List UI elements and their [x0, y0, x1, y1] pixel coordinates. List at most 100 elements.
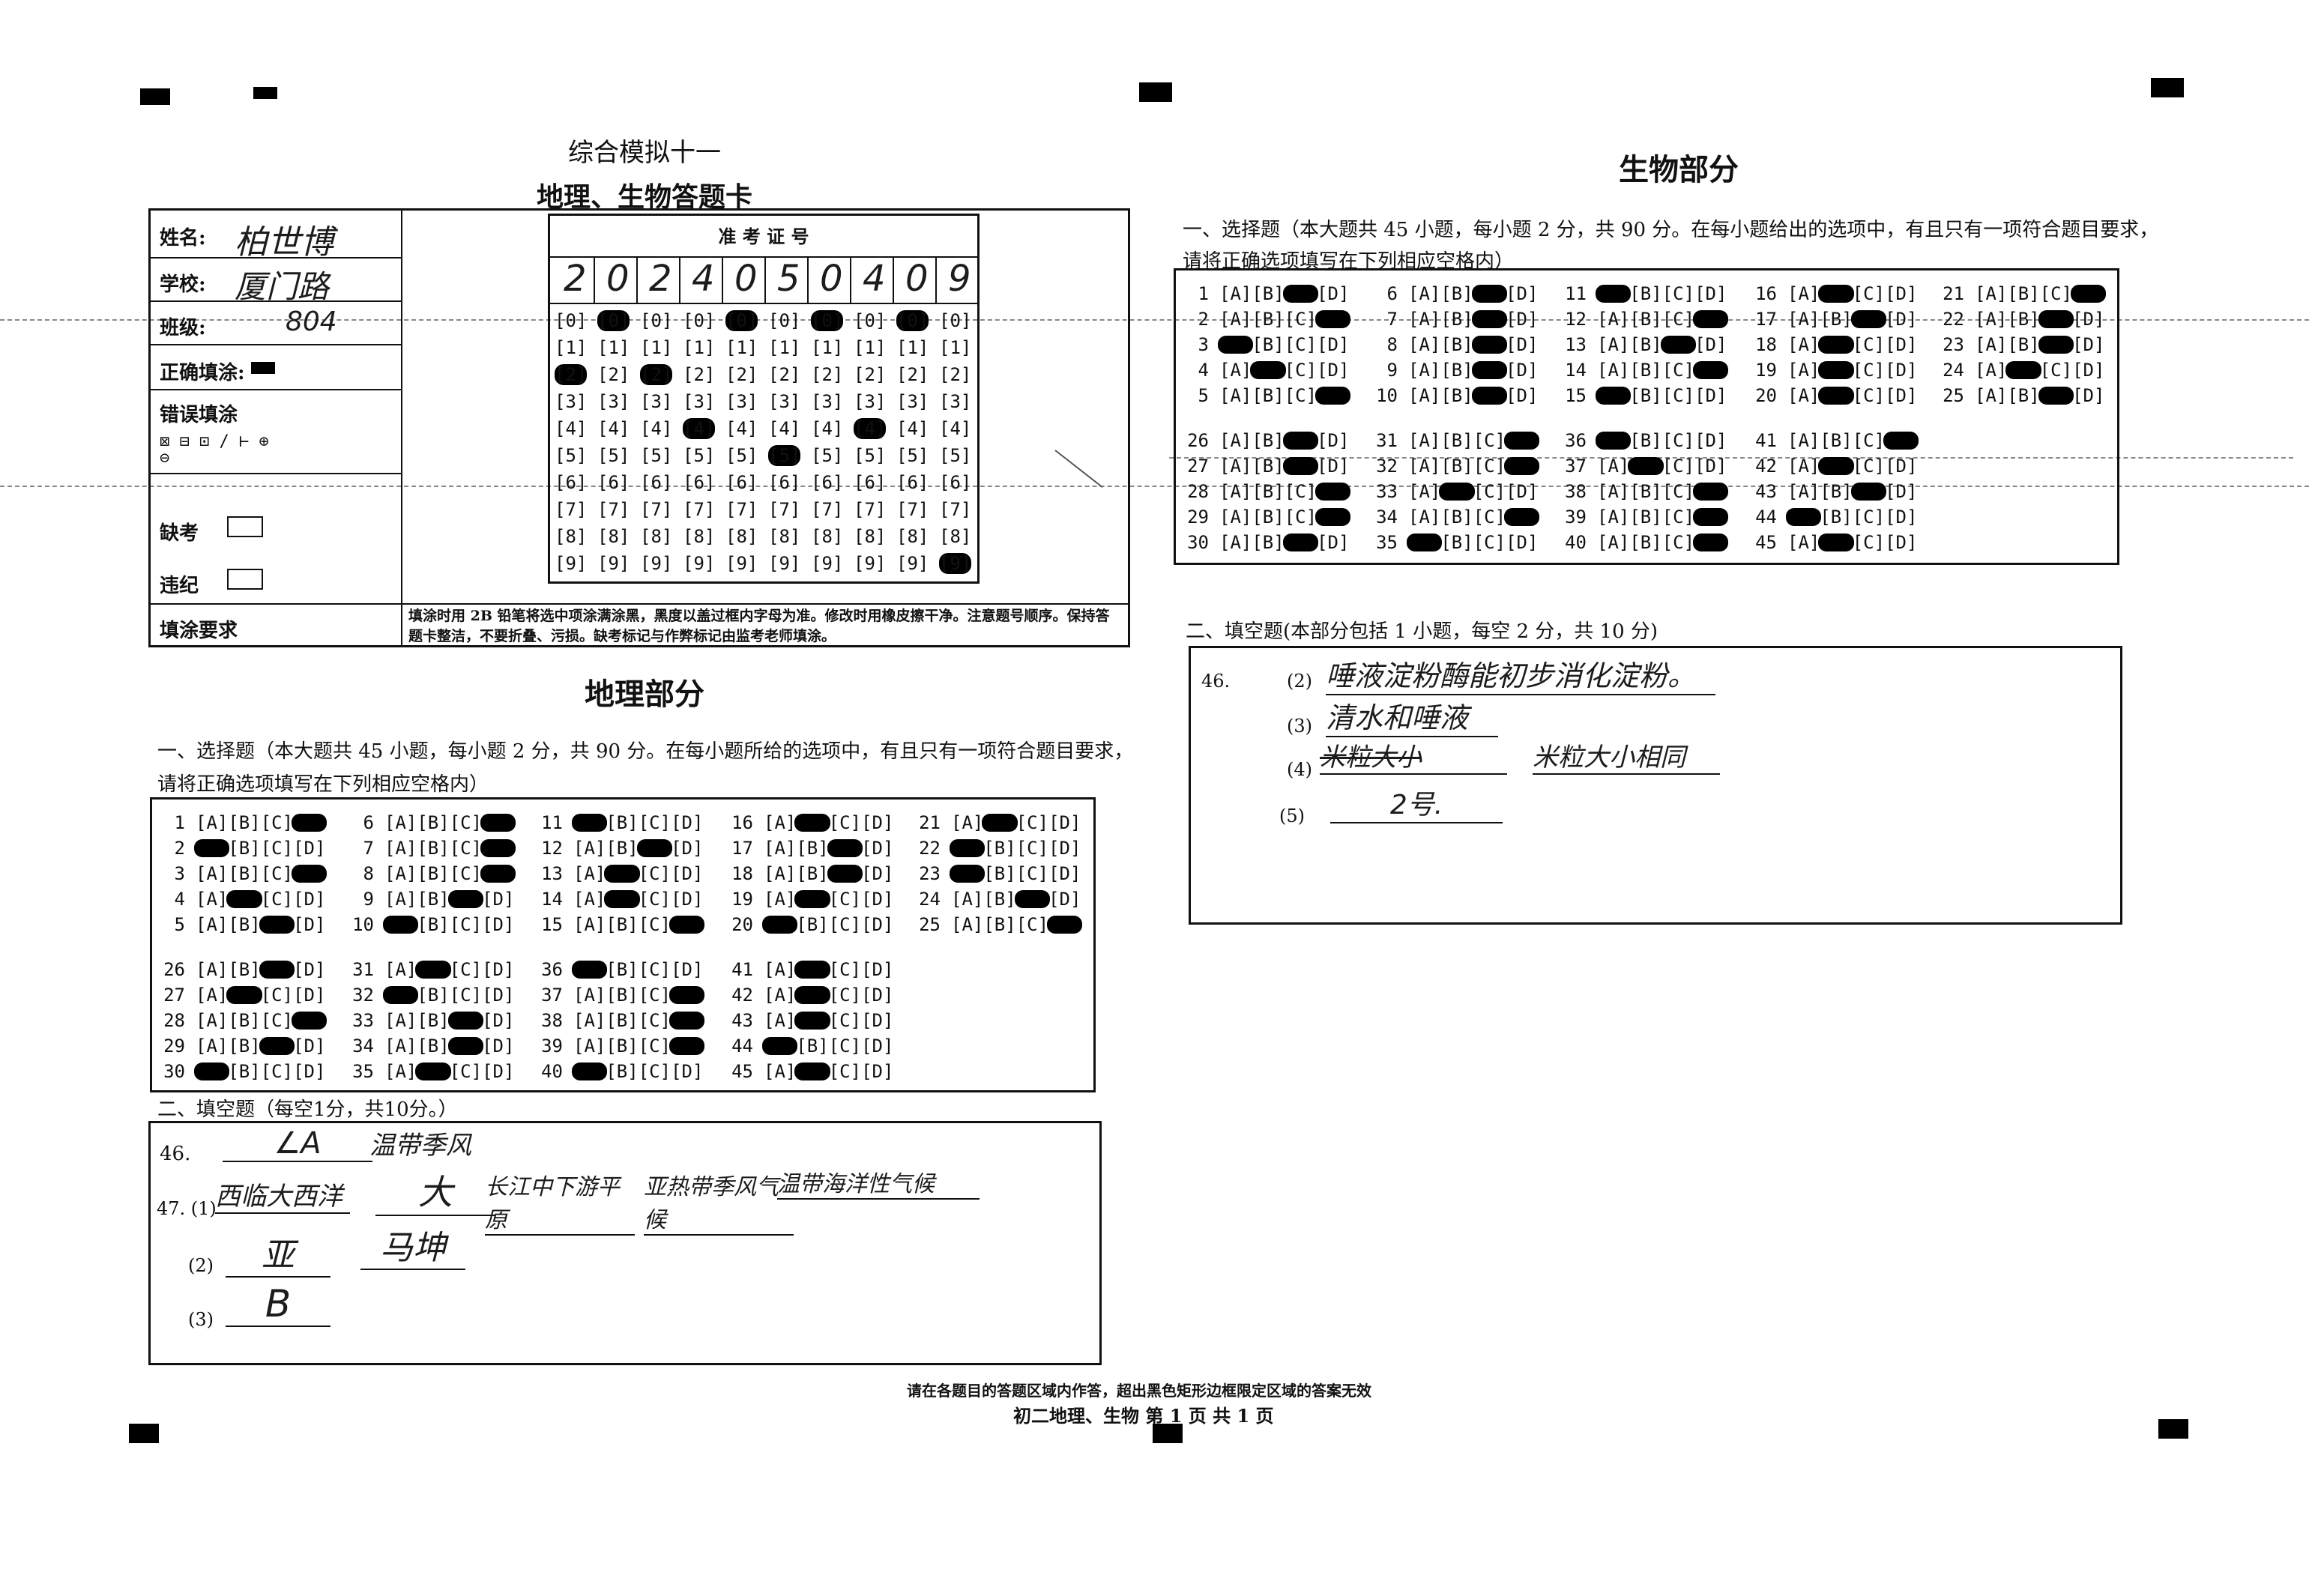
exam-id-bubble[interactable]: [0] [939, 310, 972, 331]
mc-option-a[interactable]: [A] [573, 889, 606, 910]
mc-option-a[interactable]: [A] [573, 1036, 606, 1057]
exam-id-bubble[interactable]: [9] [640, 553, 673, 574]
exam-id-bubble[interactable]: [8] [811, 526, 844, 547]
mc-option-b[interactable]: [B] [1818, 456, 1855, 477]
mc-option-a[interactable]: [A] [384, 838, 417, 859]
mc-option-d[interactable]: [D] [1693, 507, 1729, 528]
mc-option-a[interactable]: [A] [1597, 334, 1630, 355]
exam-id-bubble[interactable]: [0] [725, 310, 758, 331]
geo-q47-1-answer-b[interactable]: 大 [375, 1165, 495, 1216]
mc-option-a[interactable]: [A] [1406, 532, 1443, 553]
mc-option-d[interactable]: [D] [1694, 283, 1727, 304]
mc-option-a[interactable]: [A] [764, 812, 797, 833]
mc-option-c[interactable]: [C] [828, 914, 862, 935]
mc-option-d[interactable]: [D] [293, 985, 326, 1006]
mc-option-b[interactable]: [B] [794, 985, 831, 1006]
geo-q47-1-answer-e[interactable]: 温带海洋性气候 [777, 1165, 980, 1200]
mc-option-b[interactable]: [B] [228, 838, 261, 859]
mc-option-b[interactable]: [B] [1252, 507, 1285, 528]
mc-option-d[interactable]: [D] [671, 812, 704, 833]
mc-option-c[interactable]: [C] [1850, 309, 1887, 330]
mc-option-a[interactable]: [A] [384, 959, 417, 980]
exam-id-bubble[interactable]: [4] [939, 418, 972, 439]
mc-option-c[interactable]: [C] [638, 1036, 671, 1057]
mc-option-b[interactable]: [B] [228, 812, 261, 833]
mc-option-c[interactable]: [C] [828, 985, 862, 1006]
mc-option-a[interactable]: [A] [1219, 283, 1252, 304]
mc-option-d[interactable]: [D] [671, 863, 704, 884]
mc-option-d[interactable]: [D] [861, 812, 894, 833]
mc-option-d[interactable]: [D] [482, 914, 515, 935]
exam-id-bubble[interactable]: [3] [939, 391, 972, 412]
mc-option-a[interactable]: [A] [949, 838, 986, 859]
exam-id-bubble[interactable]: [5] [597, 445, 630, 466]
mc-option-d[interactable]: [D] [2072, 334, 2105, 355]
mc-option-d[interactable]: [D] [293, 914, 326, 935]
mc-option-a[interactable]: [A] [573, 914, 606, 935]
mc-option-b[interactable]: [B] [606, 1061, 639, 1082]
mc-option-d[interactable]: [D] [1504, 456, 1540, 477]
exam-id-bubble[interactable]: [6] [896, 472, 929, 493]
mc-option-c[interactable]: [C] [260, 812, 294, 833]
mc-option-c[interactable]: [C] [828, 1010, 862, 1031]
mc-option-d[interactable]: [D] [480, 812, 516, 833]
mc-option-b[interactable]: [B] [604, 889, 641, 910]
mc-option-c[interactable]: [C] [259, 914, 295, 935]
mc-option-b[interactable]: [B] [983, 914, 1016, 935]
mc-option-b[interactable]: [B] [1629, 481, 1662, 502]
mc-option-a[interactable]: [A] [1787, 456, 1820, 477]
mc-option-b[interactable]: [B] [606, 1010, 639, 1031]
mc-option-a[interactable]: [A] [761, 914, 798, 935]
exam-id-bubble[interactable]: [7] [725, 499, 758, 520]
mc-option-c[interactable]: [C] [1284, 360, 1318, 381]
mc-option-b[interactable]: [B] [417, 1036, 450, 1057]
exam-id-bubble[interactable]: [2] [683, 364, 716, 385]
mc-option-c[interactable]: [C] [449, 959, 483, 980]
mc-option-a[interactable]: [A] [193, 1061, 230, 1082]
exam-id-bubble[interactable]: [2] [555, 364, 588, 385]
exam-id-bubble[interactable]: [8] [640, 526, 673, 547]
mc-option-a[interactable]: [A] [382, 914, 419, 935]
mc-option-c[interactable]: [C] [260, 838, 294, 859]
mc-option-c[interactable]: [C] [260, 1010, 294, 1031]
mc-option-d[interactable]: [D] [861, 1010, 894, 1031]
mc-option-d[interactable]: [D] [669, 914, 705, 935]
mc-option-a[interactable]: [A] [1597, 481, 1630, 502]
geo-q47-1-answer-d[interactable]: 亚热带季风气候 [644, 1168, 794, 1236]
mc-option-c[interactable]: [C] [1661, 309, 1695, 330]
mc-option-d[interactable]: [D] [2072, 385, 2105, 406]
exam-id-bubble[interactable]: [1] [683, 337, 716, 358]
exam-id-bubble[interactable]: [3] [725, 391, 758, 412]
mc-option-c[interactable]: [C] [1282, 532, 1319, 553]
mc-option-d[interactable]: [D] [292, 812, 328, 833]
mc-option-c[interactable]: [C] [449, 985, 483, 1006]
mc-option-d[interactable]: [D] [861, 1061, 894, 1082]
mc-option-b[interactable]: [B] [606, 838, 639, 859]
mc-option-c[interactable]: [C] [260, 1061, 294, 1082]
mc-option-c[interactable]: [C] [259, 959, 295, 980]
mc-option-a[interactable]: [A] [1219, 430, 1252, 451]
mc-option-d[interactable]: [D] [1693, 360, 1729, 381]
mc-option-c[interactable]: [C] [1015, 863, 1049, 884]
mc-option-d[interactable]: [D] [1506, 532, 1539, 553]
mc-option-b[interactable]: [B] [1440, 507, 1473, 528]
mc-option-a[interactable]: [A] [764, 959, 797, 980]
mc-option-a[interactable]: [A] [1597, 507, 1630, 528]
exam-id-bubble[interactable]: [1] [597, 337, 630, 358]
mc-option-d[interactable]: [D] [482, 959, 515, 980]
mc-option-c[interactable]: [C] [1660, 334, 1697, 355]
mc-option-a[interactable]: [A] [951, 812, 984, 833]
mc-option-c[interactable]: [C] [1661, 456, 1695, 477]
mc-option-b[interactable]: [B] [1818, 532, 1855, 553]
exam-id-bubble[interactable]: [4] [683, 418, 716, 439]
exam-id-bubble[interactable]: [9] [725, 553, 758, 574]
mc-option-b[interactable]: [B] [604, 863, 641, 884]
mc-option-c[interactable]: [C] [638, 1010, 671, 1031]
exam-id-bubble[interactable]: [9] [597, 553, 630, 574]
mc-option-a[interactable]: [A] [1787, 430, 1820, 451]
mc-option-a[interactable]: [A] [1787, 283, 1820, 304]
exam-id-bubble[interactable]: [1] [854, 337, 887, 358]
mc-option-d[interactable]: [D] [482, 889, 515, 910]
mc-option-b[interactable]: [B] [228, 1061, 261, 1082]
exam-id-bubble[interactable]: [7] [854, 499, 887, 520]
